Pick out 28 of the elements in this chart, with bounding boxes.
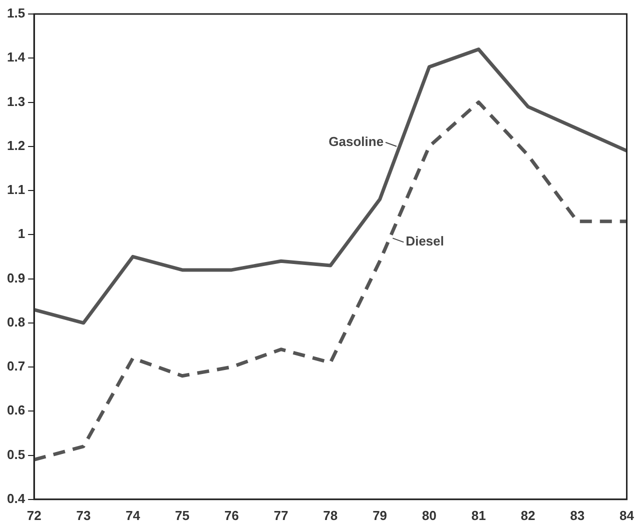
y-tick-label: 1 <box>18 226 26 242</box>
y-tick-label: 0.8 <box>6 314 26 330</box>
x-tick-label: 72 <box>26 508 42 523</box>
x-tick-label: 82 <box>520 508 536 523</box>
x-tick-label: 79 <box>372 508 388 523</box>
x-tick-label: 81 <box>471 508 486 523</box>
y-tick-label: 1.2 <box>6 138 26 153</box>
y-tick-label: 0.4 <box>6 490 26 506</box>
x-tick-label: 84 <box>620 508 635 523</box>
y-tick-label: 0.9 <box>6 270 26 286</box>
y-tick-label: 1.3 <box>6 94 26 109</box>
series-label: Diesel <box>406 234 444 249</box>
x-tick-label: 78 <box>323 508 338 523</box>
x-tick-label: 74 <box>126 508 141 523</box>
series-label: Gasoline <box>328 134 384 149</box>
x-tick-label: 76 <box>224 508 239 523</box>
x-tick-label: 80 <box>422 508 436 523</box>
y-tick-label: 0.6 <box>6 402 26 418</box>
y-tick-label: 1.5 <box>6 6 26 21</box>
x-tick-label: 83 <box>570 508 585 523</box>
x-tick-label: 75 <box>175 508 190 523</box>
line-series <box>32 100 629 462</box>
y-tick-label: 0.5 <box>6 446 26 462</box>
y-tick-label: 0.7 <box>6 358 26 374</box>
y-tick-label: 1.4 <box>6 50 26 65</box>
y-tick-label: 1.1 <box>6 182 26 198</box>
x-tick-label: 77 <box>274 508 288 523</box>
x-tick-label: 73 <box>76 508 91 523</box>
